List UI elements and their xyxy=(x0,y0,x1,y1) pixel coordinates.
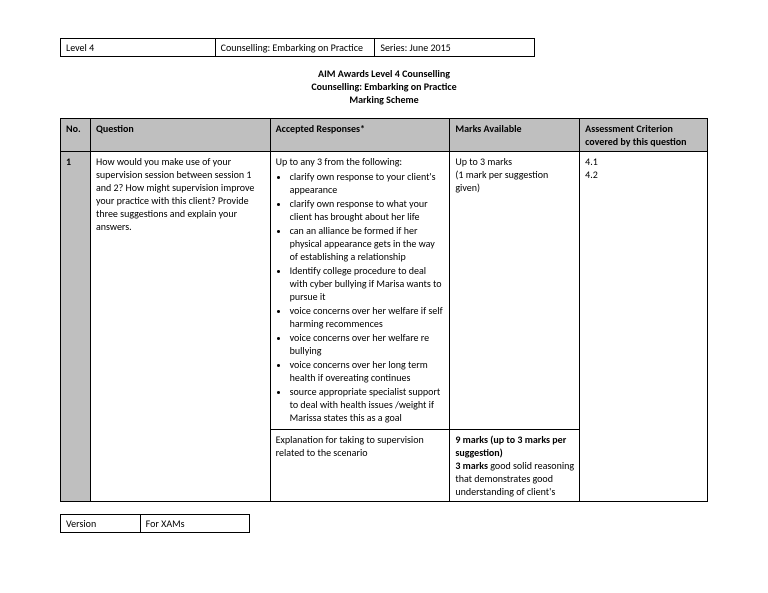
col-header-marks: Marks Available xyxy=(450,119,580,152)
list-item: voice concerns over her long term health… xyxy=(290,358,445,384)
title-line-1: AIM Awards Level 4 Counselling xyxy=(60,67,708,80)
header-course: Counselling: Embarking on Practice xyxy=(215,39,375,57)
list-item: Identify college procedure to deal with … xyxy=(290,264,445,303)
header-level: Level 4 xyxy=(61,39,216,57)
criterion-2: 4.2 xyxy=(585,168,702,181)
marks2-b: 3 marks xyxy=(455,459,488,472)
responses-intro: Up to any 3 from the following: xyxy=(276,155,402,168)
cell-responses: Up to any 3 from the following: clarify … xyxy=(270,152,450,430)
cell-question: How would you make use of your supervisi… xyxy=(90,152,270,502)
table-row: 1 How would you make use of your supervi… xyxy=(61,152,708,430)
cell-marks-2: 9 marks (up to 3 marks per suggestion) 3… xyxy=(450,430,580,502)
footer-table: Version For XAMs xyxy=(60,514,250,533)
marks2-a: 9 marks (up to 3 marks per suggestion) xyxy=(455,433,566,459)
cell-no: 1 xyxy=(61,152,91,502)
list-item: clarify own response to what your client… xyxy=(290,197,445,223)
marking-table: No. Question Accepted Responses* Marks A… xyxy=(60,118,708,502)
criterion-1: 4.1 xyxy=(585,155,702,168)
marks-line-b: (1 mark per suggestion given) xyxy=(455,168,574,194)
list-item: voice concerns over her welfare if self … xyxy=(290,304,445,330)
title-block: AIM Awards Level 4 Counselling Counselli… xyxy=(60,67,708,106)
col-header-criterion: Assessment Criterion covered by this que… xyxy=(580,119,708,152)
footer-version: Version xyxy=(61,515,141,533)
col-header-question: Question xyxy=(90,119,270,152)
list-item: voice concerns over her welfare re bully… xyxy=(290,331,445,357)
list-item: clarify own response to your client's ap… xyxy=(290,170,445,196)
list-item: can an alliance be formed if her physica… xyxy=(290,224,445,263)
col-header-responses: Accepted Responses* xyxy=(270,119,450,152)
col-header-no: No. xyxy=(61,119,91,152)
responses-list: clarify own response to your client's ap… xyxy=(276,170,445,424)
footer-xams: For XAMs xyxy=(140,515,249,533)
cell-responses-2: Explanation for taking to supervision re… xyxy=(270,430,450,502)
header-series: Series: June 2015 xyxy=(375,39,535,57)
list-item: source appropriate specialist support to… xyxy=(290,385,445,424)
title-line-2: Counselling: Embarking on Practice xyxy=(60,80,708,93)
cell-criterion: 4.1 4.2 xyxy=(580,152,708,502)
cell-marks: Up to 3 marks (1 mark per suggestion giv… xyxy=(450,152,580,430)
title-line-3: Marking Scheme xyxy=(60,93,708,106)
header-table: Level 4 Counselling: Embarking on Practi… xyxy=(60,38,535,57)
marks-line-a: Up to 3 marks xyxy=(455,155,574,168)
